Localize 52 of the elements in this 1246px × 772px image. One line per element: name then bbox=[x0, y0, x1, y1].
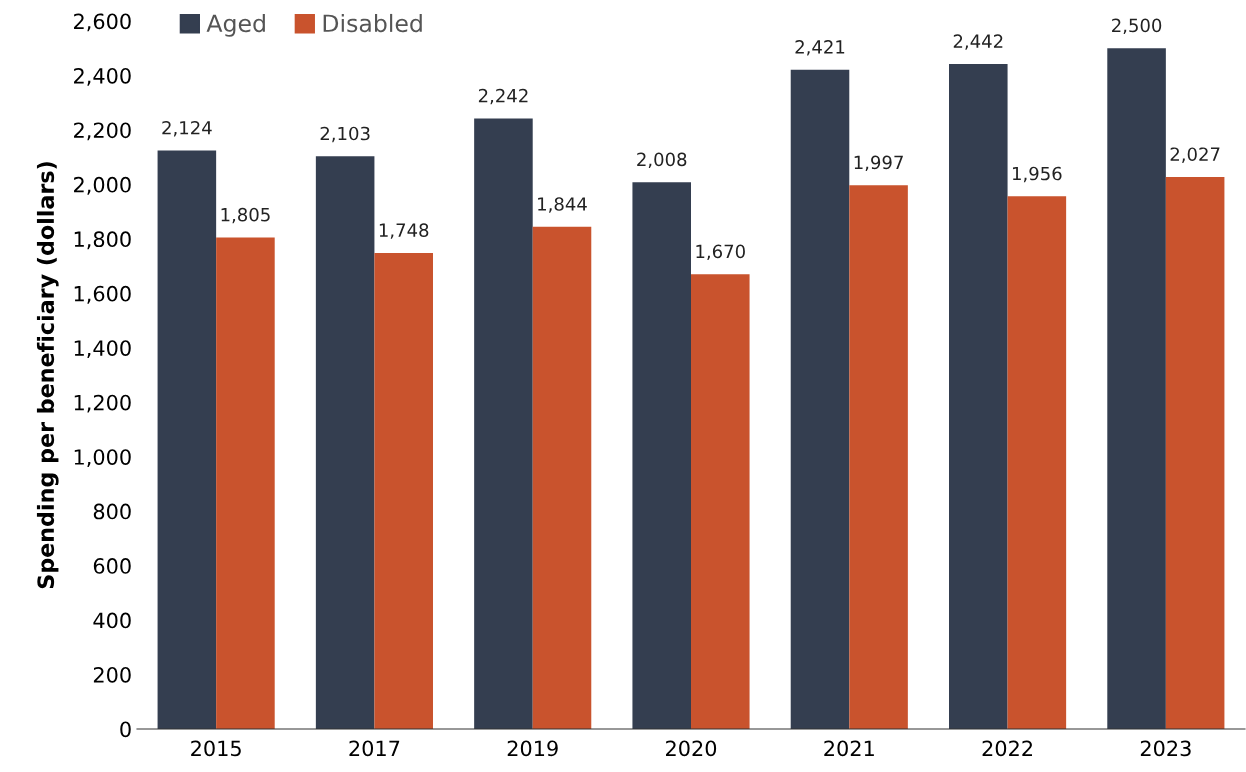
bar bbox=[474, 118, 533, 729]
legend-label: Aged bbox=[206, 13, 265, 37]
y-tick-label: 1,400 bbox=[74, 340, 131, 359]
bar bbox=[691, 274, 750, 729]
text: 1,748 bbox=[379, 223, 429, 239]
y-axis-title: Spending per beneficiary (dollars) bbox=[36, 162, 59, 589]
x-tick-label: 2015 bbox=[191, 740, 241, 757]
bar bbox=[216, 237, 275, 729]
x-tick-label: 2022 bbox=[982, 740, 1032, 757]
bar bbox=[949, 64, 1008, 729]
bar bbox=[1107, 48, 1166, 729]
text: 2,027 bbox=[1170, 147, 1220, 163]
y-tick-label: 1,200 bbox=[74, 394, 131, 413]
text: 1,997 bbox=[854, 155, 903, 172]
bar bbox=[632, 182, 691, 729]
y-tick-label: 600 bbox=[93, 558, 131, 574]
bar bbox=[157, 150, 217, 729]
y-tick-label: 2,200 bbox=[74, 122, 131, 141]
text: 2,442 bbox=[953, 34, 1003, 50]
y-tick-label: 1,800 bbox=[74, 231, 131, 250]
y-tick-label: 2,600 bbox=[74, 13, 131, 32]
y-tick-label: 200 bbox=[93, 666, 131, 683]
text: 2,124 bbox=[162, 120, 212, 137]
y-tick-label: 400 bbox=[93, 612, 131, 629]
legend-label: Disabled bbox=[323, 13, 422, 33]
text: 2,242 bbox=[478, 88, 528, 105]
text: 2,103 bbox=[320, 126, 370, 143]
text: 2,421 bbox=[795, 40, 845, 56]
x-tick-label: 2017 bbox=[349, 740, 400, 757]
text: 2,500 bbox=[1112, 18, 1162, 35]
bar bbox=[849, 185, 908, 729]
bar bbox=[374, 253, 433, 729]
x-tick-label: 2020 bbox=[666, 740, 717, 757]
bar bbox=[1165, 177, 1225, 729]
text: 1,805 bbox=[221, 207, 270, 224]
text: 1,670 bbox=[696, 244, 745, 261]
bar bbox=[790, 69, 850, 729]
bar bbox=[532, 226, 592, 729]
y-tick-label: 1,600 bbox=[74, 285, 131, 304]
text: 1,956 bbox=[1012, 166, 1062, 183]
y-tick-label: 0 bbox=[120, 721, 131, 738]
y-tick-label: 1,000 bbox=[74, 449, 131, 468]
x-tick-label: 2021 bbox=[824, 740, 874, 757]
text: 1,844 bbox=[538, 197, 587, 213]
x-tick-label: 2019 bbox=[507, 740, 558, 757]
bar bbox=[1007, 196, 1067, 729]
y-tick-label: 2,400 bbox=[74, 67, 131, 86]
y-tick-label: 800 bbox=[93, 503, 131, 520]
text: 2,008 bbox=[637, 152, 687, 169]
bar bbox=[315, 156, 375, 729]
x-tick-label: 2023 bbox=[1140, 740, 1191, 757]
y-tick-label: 2,000 bbox=[74, 176, 131, 195]
